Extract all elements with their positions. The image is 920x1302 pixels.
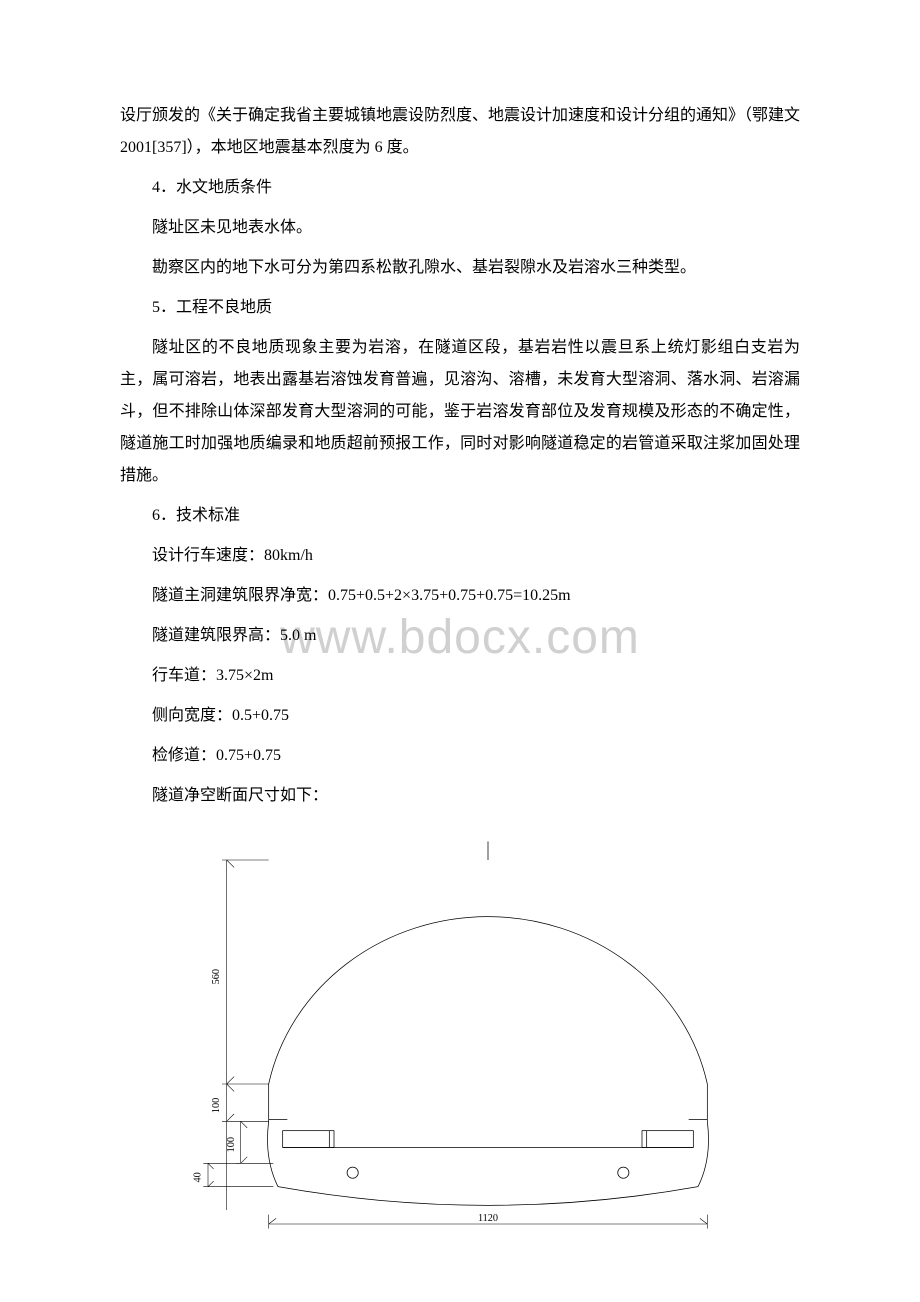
paragraph-6f: 检修道：0.75+0.75 bbox=[120, 740, 800, 772]
paragraph-5a: 隧址区的不良地质现象主要为岩溶，在隧道区段，基岩岩性以震旦系上统灯影组白支岩为主… bbox=[120, 332, 800, 492]
paragraph-intro: 设厅颁发的《关于确定我省主要城镇地震设防烈度、地震设计加速度和设计分组的通知》（… bbox=[120, 100, 800, 164]
dim-label-100-upper: 100 bbox=[211, 1098, 222, 1113]
paragraph-6c: 隧道建筑限界高：5.0 m bbox=[120, 620, 800, 652]
heading-section-6: 6．技术标准 bbox=[120, 500, 800, 532]
heading-section-5: 5．工程不良地质 bbox=[120, 292, 800, 324]
dim-label-1120: 1120 bbox=[478, 1213, 498, 1224]
dim-label-100-lower: 100 bbox=[226, 1137, 237, 1152]
paragraph-6g: 隧道净空断面尺寸如下： bbox=[120, 780, 800, 812]
paragraph-4b: 勘察区内的地下水可分为第四系松散孔隙水、基岩裂隙水及岩溶水三种类型。 bbox=[120, 252, 800, 284]
heading-section-4: 4．水文地质条件 bbox=[120, 172, 800, 204]
paragraph-6d: 行车道：3.75×2m bbox=[120, 660, 800, 692]
paragraph-4a: 隧址区未见地表水体。 bbox=[120, 212, 800, 244]
document-content: 设厅颁发的《关于确定我省主要城镇地震设防烈度、地震设计加速度和设计分组的通知》（… bbox=[120, 100, 800, 1252]
tunnel-cross-section-diagram: 560 100 100 40 bbox=[180, 832, 740, 1252]
dim-label-40: 40 bbox=[193, 1172, 204, 1182]
dim-label-560: 560 bbox=[211, 969, 222, 984]
paragraph-6b: 隧道主洞建筑限界净宽：0.75+0.5+2×3.75+0.75+0.75=10.… bbox=[120, 580, 800, 612]
paragraph-6e: 侧向宽度：0.5+0.75 bbox=[120, 700, 800, 732]
paragraph-6a: 设计行车速度：80km/h bbox=[120, 540, 800, 572]
tunnel-diagram-container: 560 100 100 40 bbox=[120, 832, 800, 1252]
